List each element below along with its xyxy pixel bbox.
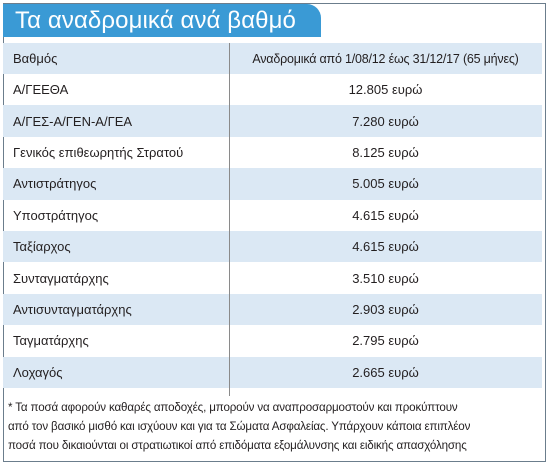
table-row: Λοχαγός 2.665 ευρώ (3, 356, 542, 388)
table-row: Ταγματάρχης 2.795 ευρώ (3, 325, 542, 356)
table-row: Α/ΓΕΣ-Α/ΓΕΝ-Α/ΓΕΑ 7.280 ευρώ (3, 105, 542, 137)
retroactive-pay-table: Βαθμός Αναδρομικά από 1/08/12 έως 31/12/… (3, 43, 542, 388)
footnote-line: ποσά που δικαιούνται οι στρατιωτικοί από… (8, 439, 467, 452)
table-row: Ταξίαρχος 4.615 ευρώ (3, 230, 542, 263)
footnote-line: από τον βασικό μισθό και ισχύουν και για… (8, 420, 471, 433)
amount-cell: 2.903 ευρώ (352, 301, 419, 317)
amount-cell: 3.510 ευρώ (352, 270, 419, 286)
amount-cell: 4.615 ευρώ (352, 207, 419, 223)
table-row: Γενικός επιθεωρητής Στρατού 8.125 ευρώ (3, 137, 542, 168)
amount-cell: 12.805 ευρώ (348, 82, 423, 98)
table-row: Υποστράτηγος 4.615 ευρώ (3, 200, 542, 231)
rank-cell: Α/ΓΕΕΘΑ (13, 82, 69, 98)
table-row: Α/ΓΕΕΘΑ 12.805 ευρώ (3, 74, 542, 105)
rank-cell: Α/ΓΕΣ-Α/ΓΕΝ-Α/ΓΕΑ (13, 113, 133, 129)
header-rank: Βαθμός (13, 51, 58, 66)
table-row: Αντιστράτηγος 5.005 ευρώ (3, 168, 542, 200)
amount-cell: 2.665 ευρώ (352, 364, 419, 380)
amount-cell: 2.795 ευρώ (352, 333, 419, 349)
amount-cell: 7.280 ευρώ (352, 113, 419, 129)
rank-cell: Λοχαγός (13, 364, 63, 380)
table-row: Συνταγματάρχης 3.510 ευρώ (3, 262, 542, 293)
header-value: Αναδρομικά από 1/08/12 έως 31/12/17 (65 … (252, 51, 519, 66)
rank-cell: Γενικός επιθεωρητής Στρατού (13, 144, 184, 160)
amount-cell: 8.125 ευρώ (352, 144, 419, 160)
amount-cell: 4.615 ευρώ (352, 239, 419, 255)
rank-cell: Υποστράτηγος (13, 207, 99, 223)
rank-cell: Ταξίαρχος (13, 239, 71, 255)
footnote-line: * Τα ποσά αφορούν καθαρές αποδοχές, μπορ… (8, 401, 458, 414)
title-banner: Τα αναδρομικά ανά βαθμό (3, 4, 321, 37)
rank-cell: Συνταγματάρχης (13, 270, 109, 286)
page-title: Τα αναδρομικά ανά βαθμό (15, 7, 297, 34)
footnote: * Τα ποσά αφορούν καθαρές αποδοχές, μπορ… (8, 398, 540, 455)
rank-cell: Αντισυνταγματάρχης (13, 301, 132, 317)
table-header-row: Βαθμός Αναδρομικά από 1/08/12 έως 31/12/… (3, 43, 542, 74)
rank-cell: Αντιστράτηγος (13, 176, 97, 192)
rank-cell: Ταγματάρχης (13, 333, 89, 349)
table-row: Αντισυνταγματάρχης 2.903 ευρώ (3, 293, 542, 326)
column-divider (229, 43, 230, 396)
amount-cell: 5.005 ευρώ (352, 176, 419, 192)
